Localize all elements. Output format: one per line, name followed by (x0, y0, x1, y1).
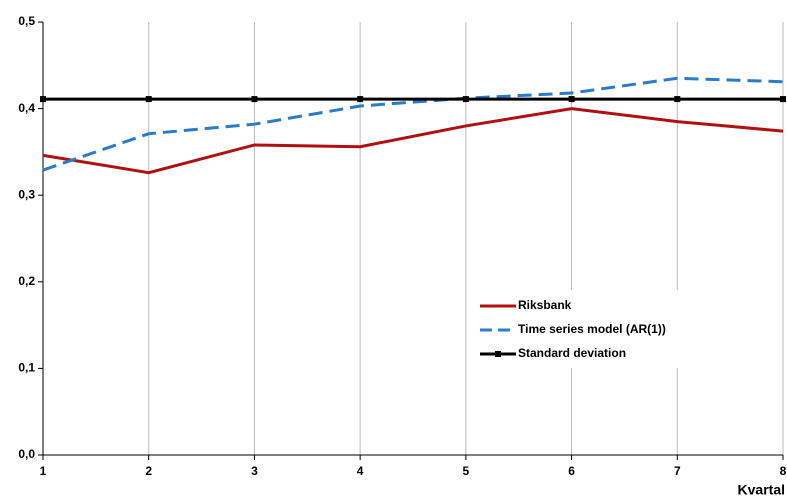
legend-label: Time series model (AR(1)) (518, 322, 666, 336)
legend-label: Riksbank (518, 298, 572, 312)
series-line (42, 107, 784, 175)
series-line (42, 76, 784, 172)
series-marker (674, 96, 681, 103)
series-marker (357, 96, 364, 103)
x-tick-label: 4 (357, 464, 364, 478)
y-tick-label: 0,4 (18, 101, 35, 115)
y-tick-label: 0,3 (18, 187, 35, 201)
y-tick-label: 0,5 (18, 14, 35, 28)
y-tick-label: 0,1 (18, 361, 35, 375)
legend-label: Standard deviation (518, 346, 626, 360)
legend: Riksbank Time series model (AR(1)) Standar… (478, 290, 692, 368)
y-tick-label: 0,2 (18, 274, 35, 288)
series-marker (780, 96, 786, 103)
x-axis-label: Kvartal (738, 482, 785, 498)
series-marker (568, 96, 575, 103)
series-marker (251, 96, 258, 103)
x-tick-label: 1 (40, 464, 47, 478)
x-tick-label: 5 (463, 464, 470, 478)
x-tick-label: 7 (674, 464, 681, 478)
series-marker (462, 96, 469, 103)
x-tick-label: 2 (145, 464, 152, 478)
x-tick-label: 3 (251, 464, 258, 478)
x-tick-label: 6 (568, 464, 575, 478)
series-marker (145, 96, 152, 103)
legend-marker (495, 351, 501, 357)
x-tick-label: 8 (780, 464, 787, 478)
series-marker (40, 96, 46, 103)
y-tick-label: 0,0 (18, 447, 35, 461)
